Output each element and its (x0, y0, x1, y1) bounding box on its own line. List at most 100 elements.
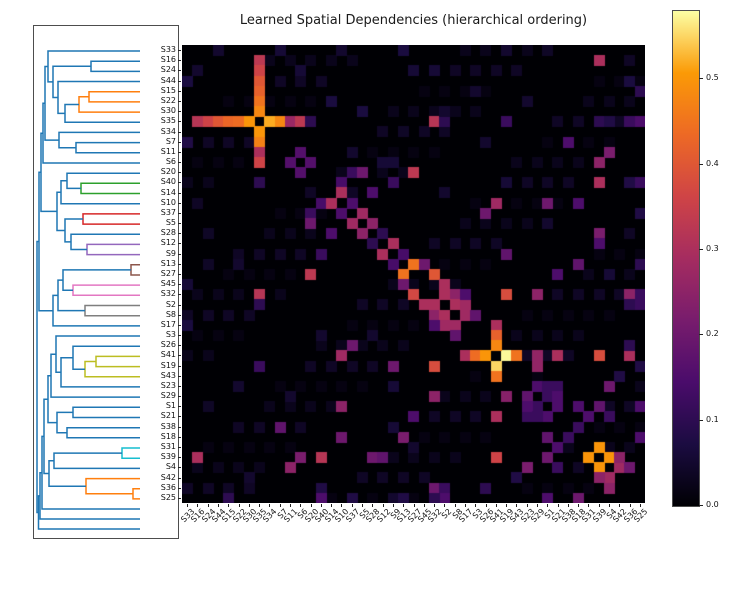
y-tick-mark (178, 50, 181, 51)
y-tick-label: S35 (160, 116, 176, 126)
y-tick-mark (178, 121, 181, 122)
y-tick-mark (178, 478, 181, 479)
y-tick-label: S6 (165, 157, 176, 167)
y-tick-mark (178, 152, 181, 153)
y-tick-label: S39 (160, 452, 176, 462)
x-tick-mark (588, 504, 589, 507)
y-tick-mark (178, 305, 181, 306)
dendrogram-link (78, 96, 140, 113)
y-tick-mark (178, 294, 181, 295)
y-tick-label: S36 (160, 482, 176, 492)
x-tick-mark (352, 504, 353, 507)
x-tick-mark (465, 504, 466, 507)
y-tick-mark (178, 142, 181, 143)
dendrogram-link (85, 477, 140, 495)
x-tick-mark (424, 504, 425, 507)
dendrogram-link (47, 374, 57, 424)
y-tick-mark (178, 254, 181, 255)
y-tick-mark (178, 396, 181, 397)
dendrogram-link (75, 141, 140, 154)
y-tick-mark (178, 81, 181, 82)
dendrogram-link (60, 180, 140, 205)
y-tick-mark (178, 162, 181, 163)
y-tick-mark (178, 70, 181, 71)
x-tick-mark (208, 504, 209, 507)
y-tick-mark (178, 467, 181, 468)
x-tick-mark (311, 504, 312, 507)
colorbar-tick-label: 0.1 (706, 415, 719, 424)
dendrogram-link (90, 60, 140, 73)
y-tick-mark (178, 223, 181, 224)
dendrogram-link (84, 360, 140, 378)
colorbar-tick-label: 0.5 (706, 73, 719, 82)
dendrogram-link (72, 406, 140, 419)
x-tick-mark (558, 504, 559, 507)
colorbar-tick-mark (699, 334, 703, 335)
y-tick-mark (178, 203, 181, 204)
x-tick-mark (372, 504, 373, 507)
y-tick-mark (178, 111, 181, 112)
y-tick-label: S11 (160, 146, 176, 156)
y-tick-label: S5 (165, 218, 176, 228)
colorbar-tick-mark (699, 78, 703, 79)
y-tick-label: S16 (160, 55, 176, 65)
y-tick-mark (178, 498, 181, 499)
y-tick-mark (178, 274, 181, 275)
y-tick-mark (178, 366, 181, 367)
x-tick-mark (290, 504, 291, 507)
colorbar (672, 10, 700, 507)
x-tick-mark (239, 504, 240, 507)
dendrogram-link (70, 233, 140, 251)
heatmap-canvas (182, 45, 645, 503)
y-tick-mark (178, 447, 181, 448)
y-tick-label: S1 (165, 401, 176, 411)
dendrogram-link (56, 411, 73, 434)
y-tick-label: S23 (160, 380, 176, 390)
y-tick-label: S4 (165, 462, 176, 472)
dendrogram-link (80, 182, 140, 195)
y-tick-label: S38 (160, 421, 176, 431)
x-tick-mark (331, 504, 332, 507)
y-tick-mark (178, 60, 181, 61)
colorbar-tick-mark (699, 164, 703, 165)
dendrogram-link (64, 218, 83, 243)
dendrogram-link (37, 495, 140, 530)
dendrogram-link (88, 90, 140, 103)
x-tick-mark (321, 504, 322, 507)
x-tick-mark (630, 504, 631, 507)
y-tick-mark (178, 233, 181, 234)
y-tick-mark (178, 406, 181, 407)
x-tick-mark (341, 504, 342, 507)
x-tick-mark (496, 504, 497, 507)
y-tick-label: S20 (160, 167, 176, 177)
y-tick-mark (178, 264, 181, 265)
colorbar-tick-label: 0.2 (706, 329, 719, 338)
x-tick-mark (197, 504, 198, 507)
x-tick-mark (486, 504, 487, 507)
colorbar-tick-label: 0.3 (706, 244, 719, 253)
dendrogram-link (82, 213, 140, 225)
y-tick-label: S19 (160, 360, 176, 370)
y-tick-mark (178, 457, 181, 458)
colorbar-tick-label: 0.4 (706, 159, 719, 168)
y-tick-mark (178, 427, 181, 428)
dendrogram-link (95, 355, 140, 368)
y-tick-mark (178, 243, 181, 244)
y-tick-label: S28 (160, 228, 176, 238)
x-tick-mark (516, 504, 517, 507)
y-tick-mark (178, 325, 181, 326)
dendrogram-link (72, 345, 140, 370)
dendrogram-link (64, 103, 140, 124)
x-tick-mark (444, 504, 445, 507)
y-tick-mark (178, 345, 181, 346)
y-tick-mark (178, 437, 181, 438)
y-tick-mark (178, 172, 181, 173)
x-tick-mark (300, 504, 301, 507)
dendrogram-link (36, 240, 39, 514)
x-tick-mark (383, 504, 384, 507)
y-tick-mark (178, 416, 181, 417)
y-tick-label: S45 (160, 279, 176, 289)
y-tick-label: S13 (160, 258, 176, 268)
y-tick-label: S9 (165, 248, 176, 258)
y-tick-mark (178, 488, 181, 489)
